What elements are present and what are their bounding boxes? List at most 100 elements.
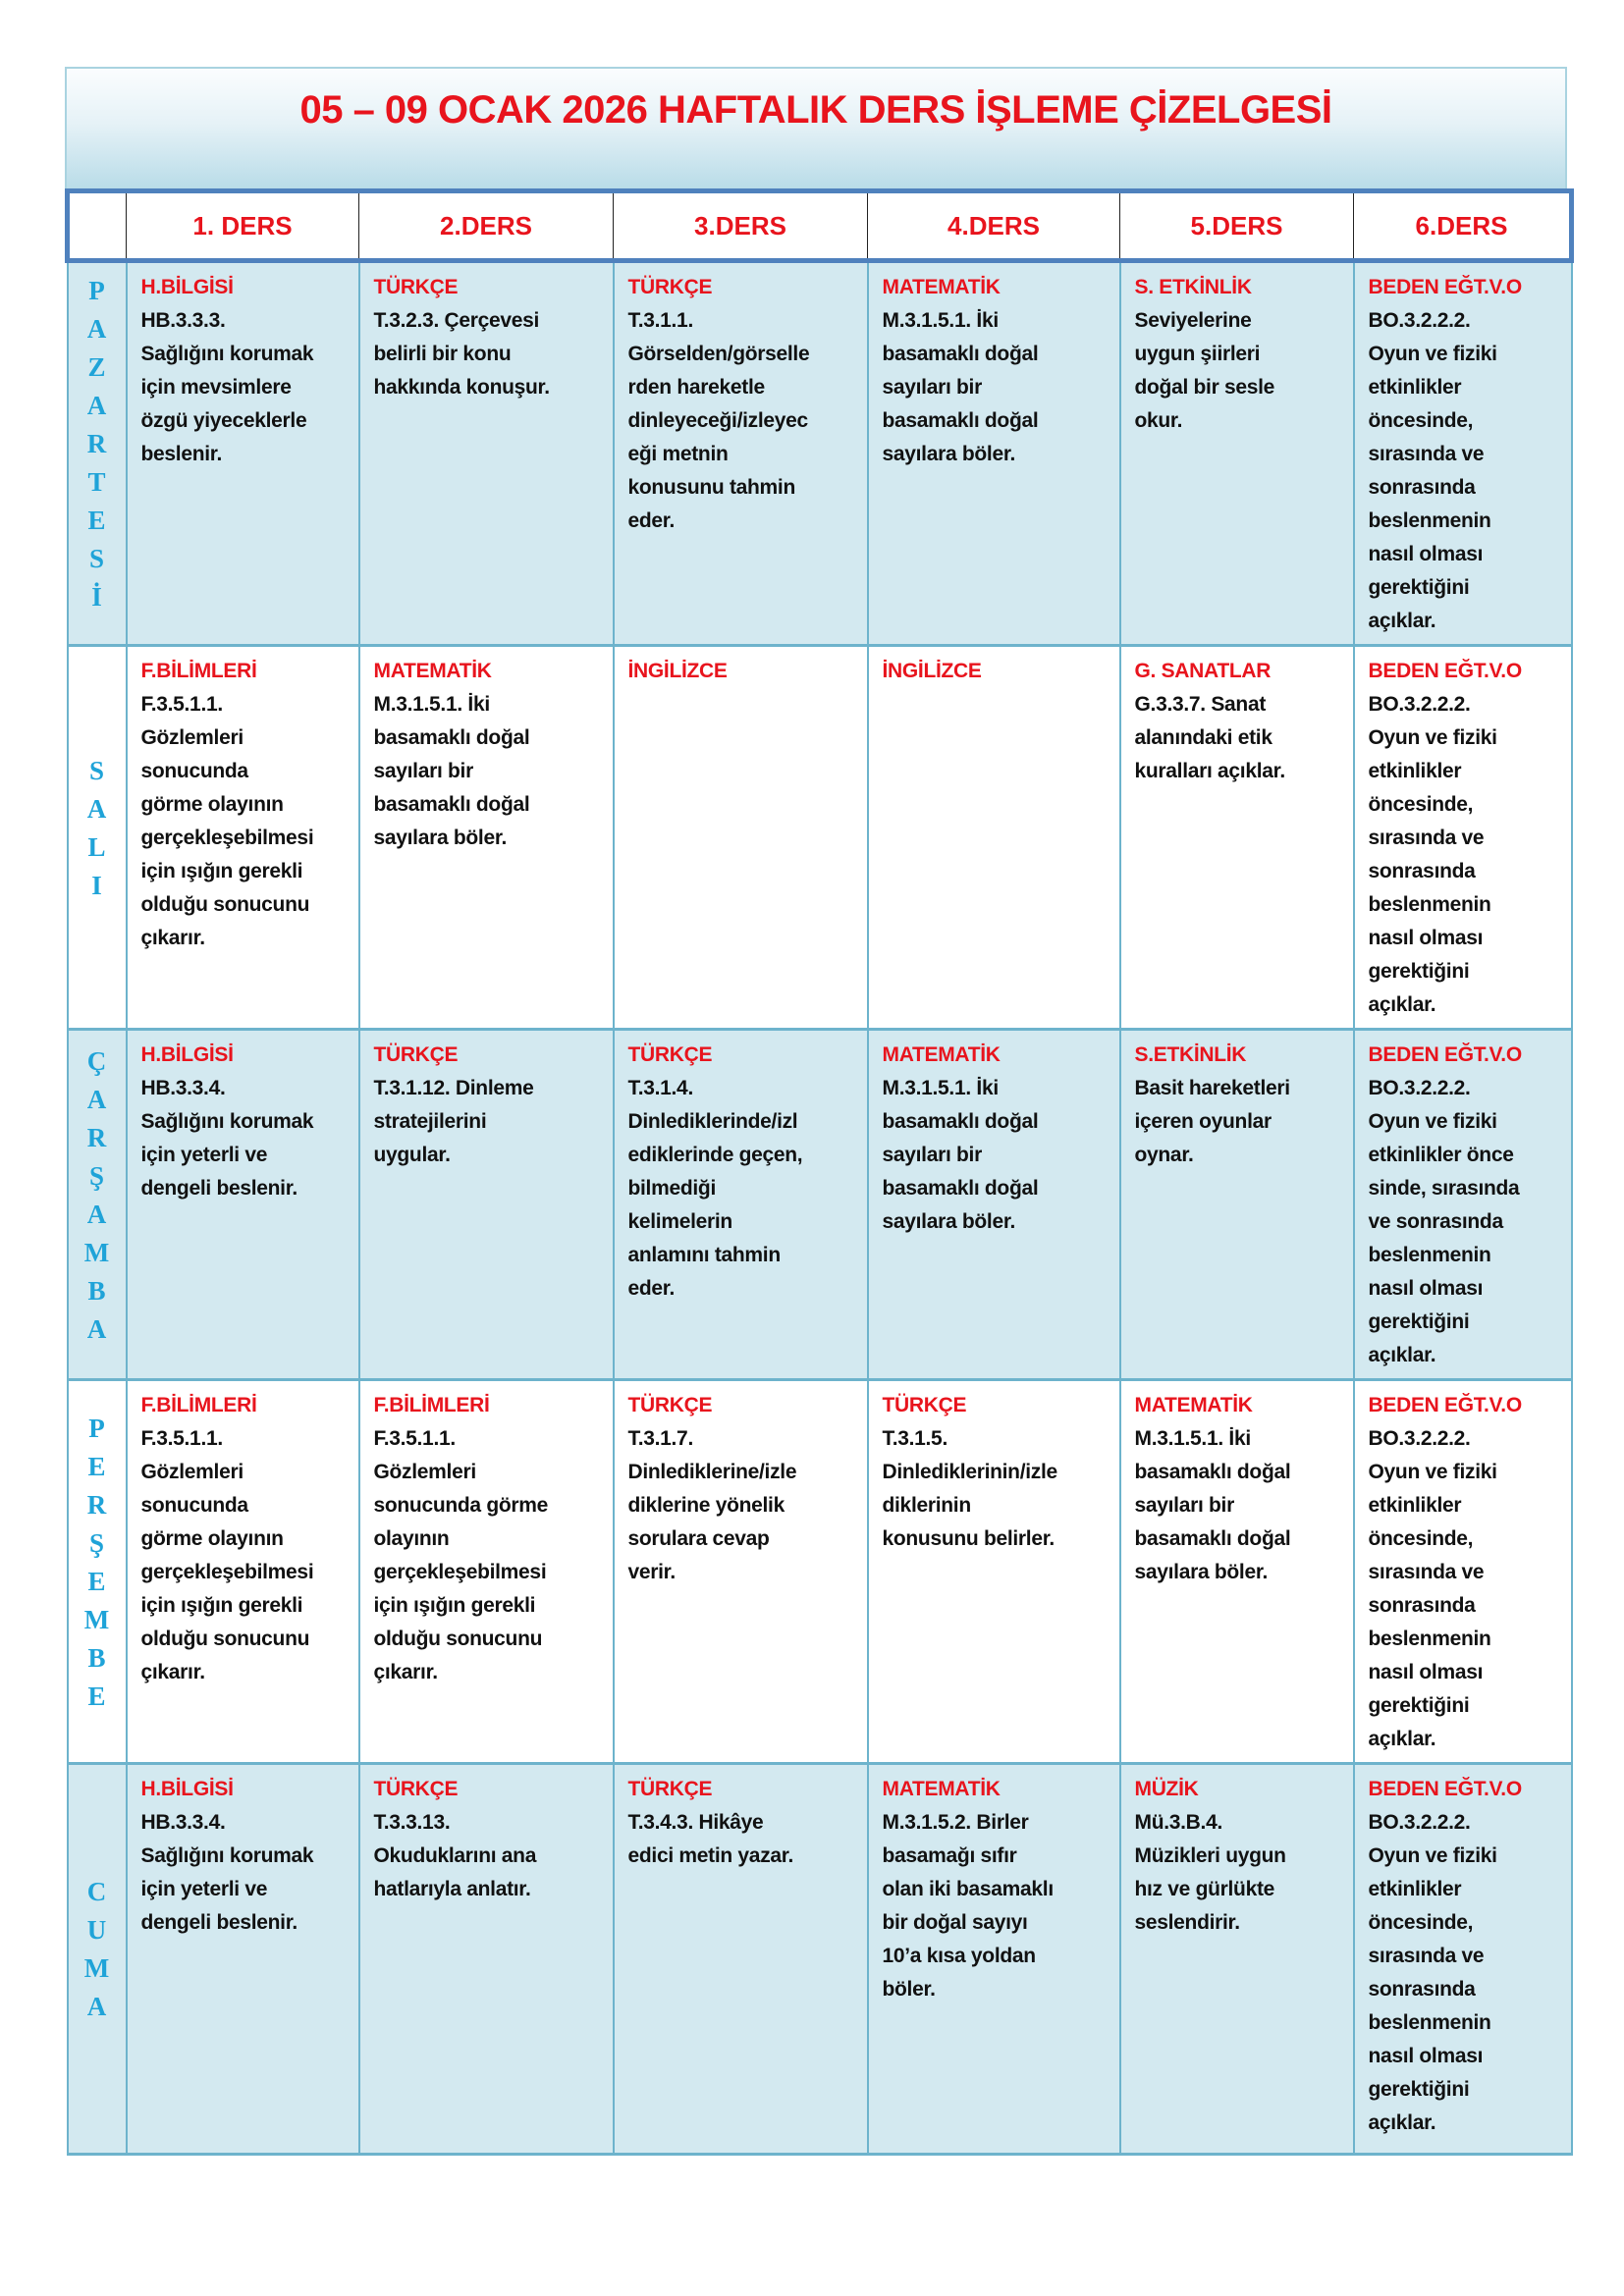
lesson-outcome: T.3.4.3. Hikâye edici metin yazar. — [627, 1811, 794, 1867]
lesson-subject: G. SANATLAR — [1134, 660, 1272, 682]
lesson-subject: BEDEN EĞT.V.O — [1368, 1043, 1523, 1066]
lesson-outcome: HB.3.3.4. Sağlığını korumak için yeterli… — [140, 1077, 314, 1200]
lesson-cell: BEDEN EĞT.V.O BO.3.2.2.2. Oyun ve fiziki … — [1352, 259, 1573, 647]
lesson-subject: F.BİLİMLERİ — [140, 1394, 257, 1416]
header-lesson-5: 5.DERS — [1119, 188, 1354, 263]
lesson-subject: H.BİLGİSİ — [140, 1778, 234, 1800]
lesson-cell: TÜRKÇE T.3.4.3. Hikâye edici metin yazar. — [612, 1762, 869, 2156]
lesson-outcome: Seviyelerine uygun şiirleri doğal bir se… — [1134, 309, 1275, 432]
title-banner: 05 – 09 OCAK 2026 HAFTALIK DERS İŞLEME Ç… — [65, 67, 1567, 188]
header-lesson-1: 1. DERS — [126, 188, 359, 263]
lesson-outcome: BO.3.2.2.2. Oyun ve fiziki etkinlikler ö… — [1368, 1427, 1497, 1750]
lesson-outcome: BO.3.2.2.2. Oyun ve fiziki etkinlikler ö… — [1368, 693, 1497, 1016]
lesson-subject: MATEMATİK — [1134, 1394, 1253, 1416]
lesson-cell: S. ETKİNLİK Seviyelerine uygun şiirleri d… — [1118, 259, 1355, 647]
lesson-subject: TÜRKÇE — [627, 1394, 713, 1416]
lesson-cell: G. SANATLAR G.3.3.7. Sanat alanındaki eti… — [1118, 644, 1355, 1031]
lesson-subject: İNGİLİZCE — [882, 660, 982, 682]
lesson-outcome: Basit hareketleri içeren oyunlar oynar. — [1134, 1077, 1291, 1166]
day-name: PERŞEMBE — [81, 1413, 112, 1720]
lesson-outcome: M.3.1.5.2. Birler basamağı sıfır olan ik… — [882, 1811, 1055, 2001]
lesson-outcome: BO.3.2.2.2. Oyun ve fiziki etkinlikler ö… — [1368, 1077, 1520, 1366]
lesson-outcome: HB.3.3.3. Sağlığını korumak için mevsiml… — [140, 309, 314, 465]
lesson-outcome: M.3.1.5.1. İki basamaklı doğal sayıları … — [1134, 1427, 1291, 1583]
lesson-subject: TÜRKÇE — [627, 1043, 713, 1066]
day-label: ÇARŞAMBA — [66, 1028, 128, 1381]
lesson-outcome: T.3.1.4. Dinlediklerinde/izl ediklerinde… — [627, 1077, 803, 1300]
day-label: PERŞEMBE — [66, 1378, 128, 1765]
lesson-cell: İNGİLİZCE — [612, 644, 869, 1031]
lesson-subject: MATEMATİK — [882, 276, 1001, 298]
header-row: 1. DERS 2.DERS 3.DERS 4.DERS 5.DERS 6.DE… — [65, 188, 1574, 263]
lesson-cell: TÜRKÇE T.3.1.7. Dinlediklerine/izle dikle… — [612, 1378, 869, 1765]
lesson-subject: BEDEN EĞT.V.O — [1368, 660, 1523, 682]
lesson-subject: MÜZİK — [1134, 1778, 1199, 1800]
day-label: SALI — [66, 644, 128, 1031]
lesson-outcome: T.3.1.7. Dinlediklerine/izle diklerine y… — [627, 1427, 797, 1583]
lesson-cell: İNGİLİZCE — [866, 644, 1121, 1031]
lesson-cell: BEDEN EĞT.V.O BO.3.2.2.2. Oyun ve fiziki … — [1352, 644, 1573, 1031]
lesson-subject: TÜRKÇE — [627, 1778, 713, 1800]
lesson-subject: BEDEN EĞT.V.O — [1368, 276, 1523, 298]
weekly-schedule-table: 1. DERS 2.DERS 3.DERS 4.DERS 5.DERS 6.DE… — [65, 188, 1574, 2156]
header-lesson-4: 4.DERS — [867, 188, 1120, 263]
lesson-subject: MATEMATİK — [373, 660, 492, 682]
lesson-subject: H.BİLGİSİ — [140, 276, 234, 298]
lesson-outcome: M.3.1.5.1. İki basamaklı doğal sayıları … — [882, 1077, 1039, 1233]
lesson-cell: H.BİLGİSİ HB.3.3.3. Sağlığını korumak içi… — [125, 259, 360, 647]
day-row: CUMA H.BİLGİSİ HB.3.3.4. Sağlığını korumak… — [66, 1762, 1573, 2156]
lesson-cell: TÜRKÇE T.3.1.4. Dinlediklerinde/izl edikl… — [612, 1028, 869, 1381]
day-label: CUMA — [66, 1762, 128, 2156]
lesson-subject: F.BİLİMLERİ — [373, 1394, 490, 1416]
lesson-subject: BEDEN EĞT.V.O — [1368, 1778, 1523, 1800]
lesson-cell: MATEMATİK M.3.1.5.1. İki basamaklı doğal … — [866, 259, 1121, 647]
lesson-outcome: Mü.3.B.4. Müzikleri uygun hız ve gürlükt… — [1134, 1811, 1286, 1934]
lesson-subject: MATEMATİK — [882, 1778, 1001, 1800]
lesson-cell: H.BİLGİSİ HB.3.3.4. Sağlığını korumak içi… — [125, 1762, 360, 2156]
page-title: 05 – 09 OCAK 2026 HAFTALIK DERS İŞLEME Ç… — [299, 88, 1332, 132]
lesson-outcome: HB.3.3.4. Sağlığını korumak için yeterli… — [140, 1811, 314, 1934]
lesson-cell: TÜRKÇE T.3.1.1. Görselden/görselle rden h… — [612, 259, 869, 647]
lesson-outcome: M.3.1.5.1. İki basamaklı doğal sayıları … — [373, 693, 530, 849]
day-name: PAZARTESİ — [81, 276, 112, 620]
day-name: CUMA — [81, 1877, 112, 2030]
lesson-cell: MATEMATİK M.3.1.5.1. İki basamaklı doğal … — [357, 644, 615, 1031]
header-corner — [65, 188, 127, 263]
header-lesson-3: 3.DERS — [613, 188, 868, 263]
lesson-cell: TÜRKÇE T.3.3.13. Okuduklarını ana hatları… — [357, 1762, 615, 2156]
lesson-outcome: F.3.5.1.1. Gözlemleri sonucunda görme ol… — [140, 693, 314, 949]
lesson-outcome: T.3.3.13. Okuduklarını ana hatlarıyla an… — [373, 1811, 537, 1900]
lesson-subject: F.BİLİMLERİ — [140, 660, 257, 682]
lesson-outcome: T.3.2.3. Çerçevesi belirli bir konu hakk… — [373, 309, 551, 399]
lesson-cell: BEDEN EĞT.V.O BO.3.2.2.2. Oyun ve fiziki … — [1352, 1762, 1573, 2156]
lesson-cell: F.BİLİMLERİ F.3.5.1.1. Gözlemleri sonucun… — [125, 644, 360, 1031]
lesson-subject: TÜRKÇE — [373, 276, 459, 298]
day-row: PERŞEMBE F.BİLİMLERİ F.3.5.1.1. Gözlemleri… — [66, 1378, 1573, 1765]
lesson-outcome: BO.3.2.2.2. Oyun ve fiziki etkinlikler ö… — [1368, 1811, 1497, 2134]
lesson-cell: TÜRKÇE T.3.1.5. Dinlediklerinin/izle dikl… — [866, 1378, 1121, 1765]
lesson-subject: S. ETKİNLİK — [1134, 276, 1253, 298]
lesson-outcome: M.3.1.5.1. İki basamaklı doğal sayıları … — [882, 309, 1039, 465]
lesson-cell: S.ETKİNLİK Basit hareketleri içeren oyunl… — [1118, 1028, 1355, 1381]
lesson-subject: TÜRKÇE — [627, 276, 713, 298]
lesson-outcome: G.3.3.7. Sanat alanındaki etik kuralları… — [1134, 693, 1286, 782]
lesson-subject: S.ETKİNLİK — [1134, 1043, 1247, 1066]
lesson-cell: TÜRKÇE T.3.1.12. Dinleme stratejilerini u… — [357, 1028, 615, 1381]
lesson-outcome: F.3.5.1.1. Gözlemleri sonucunda görme ol… — [373, 1427, 549, 1683]
header-lesson-6: 6.DERS — [1353, 188, 1574, 263]
lesson-subject: İNGİLİZCE — [627, 660, 728, 682]
lesson-cell: TÜRKÇE T.3.2.3. Çerçevesi belirli bir kon… — [357, 259, 615, 647]
lesson-subject: MATEMATİK — [882, 1043, 1001, 1066]
day-row: SALI F.BİLİMLERİ F.3.5.1.1. Gözlemleri son… — [66, 644, 1573, 1031]
lesson-cell: MATEMATİK M.3.1.5.1. İki basamaklı doğal … — [866, 1028, 1121, 1381]
lesson-cell: MATEMATİK M.3.1.5.2. Birler basamağı sıfı… — [866, 1762, 1121, 2156]
lesson-subject: BEDEN EĞT.V.O — [1368, 1394, 1523, 1416]
lesson-cell: MATEMATİK M.3.1.5.1. İki basamaklı doğal … — [1118, 1378, 1355, 1765]
lesson-cell: MÜZİK Mü.3.B.4. Müzikleri uygun hız ve gü… — [1118, 1762, 1355, 2156]
lesson-cell: F.BİLİMLERİ F.3.5.1.1. Gözlemleri sonucun… — [125, 1378, 360, 1765]
lesson-cell: F.BİLİMLERİ F.3.5.1.1. Gözlemleri sonucun… — [357, 1378, 615, 1765]
lesson-cell: BEDEN EĞT.V.O BO.3.2.2.2. Oyun ve fiziki … — [1352, 1378, 1573, 1765]
day-label: PAZARTESİ — [66, 259, 128, 647]
lesson-outcome: F.3.5.1.1. Gözlemleri sonucunda görme ol… — [140, 1427, 314, 1683]
lesson-subject: H.BİLGİSİ — [140, 1043, 234, 1066]
